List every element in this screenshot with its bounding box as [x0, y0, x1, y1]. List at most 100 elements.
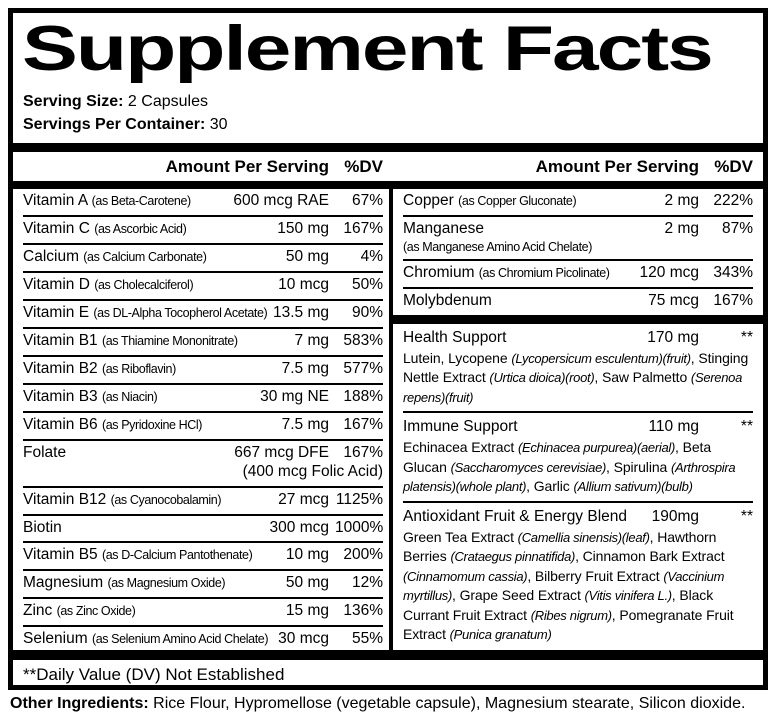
nutrient-name: Vitamin B3 [23, 388, 98, 406]
nutrient-name: Vitamin D [23, 276, 90, 294]
table-row-molybdenum: Molybdenum 75 mcg 167% [403, 286, 753, 314]
nutrient-name: Vitamin A [23, 192, 88, 210]
other-ingredients-label: Other Ingredients: [10, 695, 149, 712]
table-row-zinc: Zinc (as Zinc Oxide) 15 mg 136% [23, 596, 383, 625]
nutrient-form: (as Zinc Oxide) [56, 604, 136, 619]
nutrient-dv: 87% [721, 220, 753, 238]
divider-bar-bottom [13, 650, 763, 660]
serving-info: Serving Size: 2 Capsules Servings Per Co… [23, 90, 763, 136]
panel-title: Supplement Facts [22, 14, 714, 84]
daily-value-footnote: **Daily Value (DV) Not Established [23, 665, 285, 684]
nutrient-amount-secondary: (400 mcg Folic Acid) [242, 463, 383, 481]
nutrient-dv: 583% [343, 332, 383, 350]
table-row-calcium: Calcium (as Calcium Carbonate) 50 mg 4% [23, 242, 383, 271]
blend-name: Health Support [403, 328, 507, 346]
nutrient-form: (as Magnesium Oxide) [107, 576, 226, 591]
nutrient-form: (as Cyanocobalamin) [110, 493, 222, 508]
nutrient-dv: 136% [343, 602, 383, 620]
nutrient-form: (as Chromium Picolinate) [478, 266, 610, 281]
table-row-vitamin-b12: Vitamin B12 (as Cyanocobalamin) 27 mcg 112… [23, 485, 383, 514]
nutrient-amount: 30 mg NE [260, 388, 329, 406]
serving-size-label: Serving Size: [23, 92, 124, 110]
left-column-header: Amount Per Serving %DV [13, 157, 389, 177]
nutrient-amount: 50 mg [285, 574, 329, 592]
nutrient-dv: 167% [713, 292, 753, 310]
other-ingredients-text: Rice Flour, Hypromellose (vegetable caps… [148, 695, 746, 712]
column-divider [389, 188, 393, 650]
table-row-folate: Folate 667 mcg DFE 167% (400 mcg Folic Aci… [23, 438, 383, 486]
nutrient-amount: 7.5 mg [281, 416, 329, 434]
divider-bar-under-headers [13, 180, 763, 189]
blend-dv: ** [740, 418, 753, 436]
nutrient-form: (as Copper Gluconate) [458, 194, 577, 209]
nutrient-amount: 600 mcg RAE [233, 192, 329, 210]
servings-per-container-value: 30 [205, 115, 228, 133]
nutrient-dv: 167% [343, 416, 383, 434]
nutrient-name: Copper [403, 192, 454, 210]
table-row-selenium: Selenium (as Selenium Amino Acid Chelate… [23, 624, 383, 650]
nutrient-amount: 27 mcg [278, 491, 329, 509]
amount-per-serving-header-left: Amount Per Serving [165, 156, 329, 176]
nutrient-form: (as Riboflavin) [101, 362, 176, 377]
nutrient-form: (as DL-Alpha Tocopherol Acetate) [93, 306, 268, 321]
nutrient-dv: 1125% [335, 491, 383, 509]
nutrient-form: (as D-Calcium Pantothenate) [101, 548, 253, 563]
blend-dv: ** [740, 328, 753, 346]
nutrient-dv: 222% [713, 192, 753, 210]
nutrient-form: (as Beta-Carotene) [91, 194, 192, 209]
dv-header-left: %DV [344, 156, 383, 176]
blend-amount: 170 mg [647, 328, 699, 346]
dv-header-right: %DV [714, 156, 753, 176]
table-row-vitamin-b6: Vitamin B6 (as Pyridoxine HCl) 7.5 mg 167% [23, 410, 383, 439]
nutrient-name: Zinc [23, 602, 53, 620]
nutrient-dv: 343% [713, 264, 753, 282]
supplement-facts-panel: Supplement Facts Serving Size: 2 Capsule… [8, 8, 768, 690]
nutrient-name: Vitamin B6 [23, 416, 98, 434]
table-row-vitamin-b3: Vitamin B3 (as Niacin) 30 mg NE 188% [23, 382, 383, 411]
blend-dv: ** [740, 507, 753, 525]
nutrient-name: Chromium [403, 264, 475, 282]
nutrient-form: (as Niacin) [101, 390, 158, 405]
nutrient-name: Vitamin B12 [23, 491, 107, 509]
nutrient-name: Manganese [403, 220, 485, 238]
nutrient-name: Vitamin C [23, 220, 90, 238]
table-row-vitamin-d: Vitamin D (as Cholecalciferol) 10 mcg 50% [23, 270, 383, 299]
nutrient-name: Molybdenum [403, 292, 492, 310]
nutrient-form: (as Calcium Carbonate) [83, 250, 207, 265]
nutrient-dv: 577% [343, 360, 383, 378]
nutrient-dv: 90% [351, 304, 383, 322]
nutrient-name: Magnesium [23, 574, 104, 592]
table-row-chromium: Chromium (as Chromium Picolinate) 120 mcg… [403, 258, 753, 287]
nutrient-dv: 4% [360, 248, 383, 266]
nutrient-name: Folate [23, 444, 67, 462]
nutrient-dv: 167% [343, 220, 383, 238]
nutrient-name: Vitamin B2 [23, 360, 98, 378]
serving-size-line: Serving Size: 2 Capsules [23, 90, 763, 113]
nutrient-form: (as Ascorbic Acid) [94, 222, 187, 237]
nutrient-amount: 13.5 mg [272, 304, 329, 322]
table-row-magnesium: Magnesium (as Magnesium Oxide) 50 mg 12% [23, 568, 383, 597]
nutrient-name: Vitamin E [23, 304, 90, 322]
blend-ingredients: Green Tea Extract (Camellia sinensis)(le… [403, 528, 734, 643]
nutrient-name: Vitamin B5 [23, 546, 98, 564]
nutrient-dv: 188% [343, 388, 383, 406]
nutrient-amount: 75 mcg [648, 292, 699, 310]
nutrient-name: Selenium [23, 630, 88, 648]
nutrient-amount: 15 mg [285, 602, 329, 620]
servings-per-container-line: Servings Per Container: 30 [23, 113, 763, 136]
nutrient-dv: 200% [343, 546, 383, 564]
nutrient-form: (as Pyridoxine HCl) [101, 418, 203, 433]
amount-per-serving-header-right: Amount Per Serving [535, 156, 699, 176]
nutrient-form: (as Selenium Amino Acid Chelate) [91, 632, 269, 647]
nutrient-dv: 12% [351, 574, 383, 592]
serving-size-value: 2 Capsules [123, 92, 208, 110]
table-row-vitamin-e: Vitamin E (as DL-Alpha Tocopherol Acetat… [23, 298, 383, 327]
nutrient-amount: 7.5 mg [281, 360, 329, 378]
nutrient-amount: 150 mg [277, 220, 329, 238]
divider-bar-right-column [393, 314, 763, 324]
nutrient-amount: 2 mg [664, 220, 699, 238]
nutrient-dv: 67% [351, 192, 383, 210]
blend-antioxidant-fruit-energy: Antioxidant Fruit & Energy Blend 190mg ** … [403, 500, 753, 649]
nutrient-amount: 50 mg [285, 248, 329, 266]
blend-amount: 190mg [651, 507, 699, 525]
